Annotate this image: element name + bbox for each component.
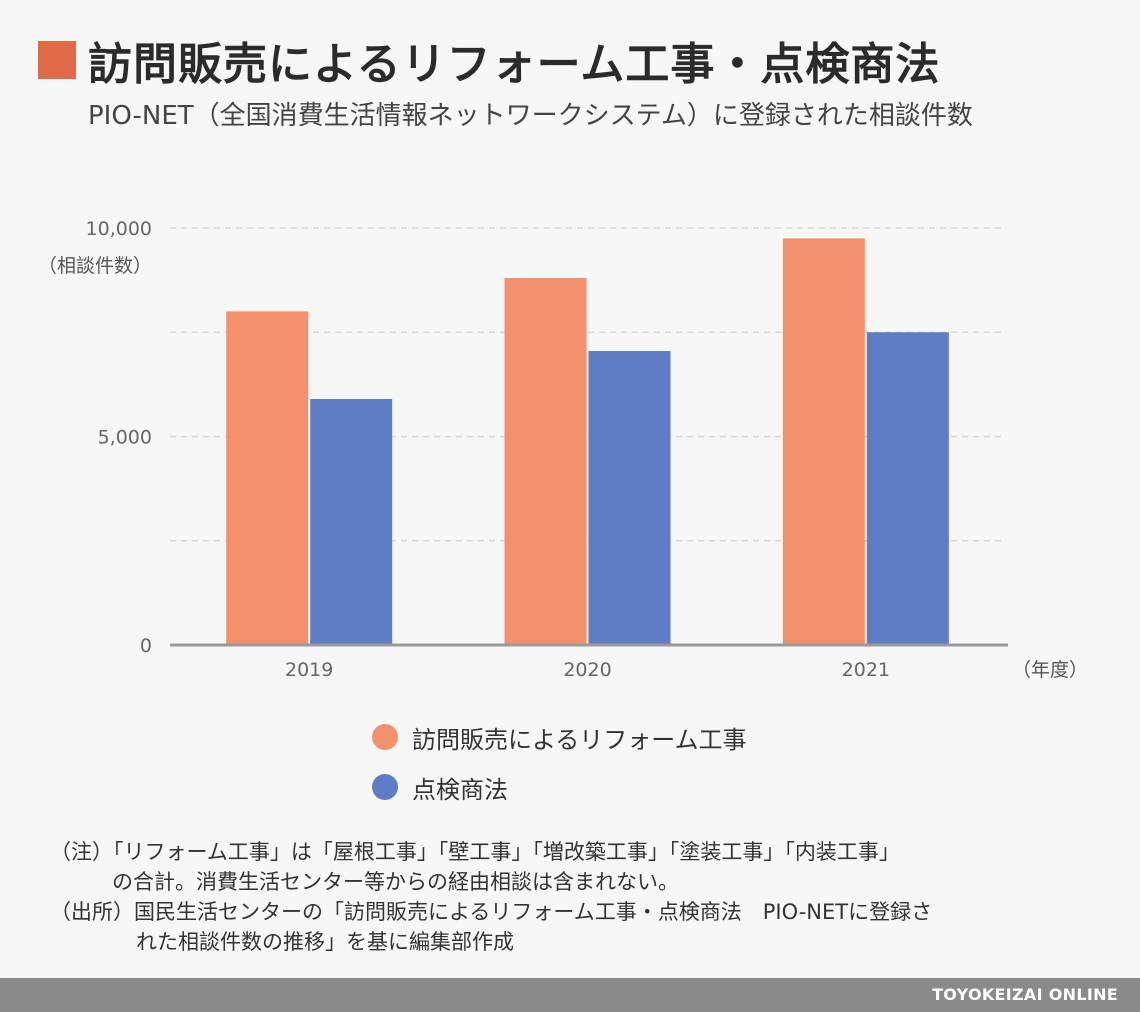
legend-label-remodel: 訪問販売によるリフォーム工事 bbox=[412, 725, 747, 754]
legend-item-remodel: 訪問販売によるリフォーム工事 bbox=[372, 712, 747, 762]
source-line-1: （出所）国民生活センターの「訪問販売によるリフォーム工事・点検商法 PIO-NE… bbox=[50, 900, 933, 924]
source-line-2: れた相談件数の推移」を基に編集部作成 bbox=[136, 930, 514, 954]
legend: 訪問販売によるリフォーム工事 点検商法 bbox=[372, 712, 747, 812]
bar-inspection bbox=[866, 332, 949, 645]
x-tick-label: 2021 bbox=[842, 659, 890, 681]
title-block: 訪問販売によるリフォーム工事・点検商法 bbox=[38, 28, 940, 92]
note-line-1: （注）「リフォーム工事」は「屋根工事」「壁工事」「増改築工事」「塗装工事」「内装… bbox=[50, 840, 900, 864]
legend-label-inspection: 点検商法 bbox=[412, 775, 508, 804]
chart-subtitle: PIO-NET（全国消費生活情報ネットワークシステム）に登録された相談件数 bbox=[88, 101, 973, 131]
x-tick-label: 2019 bbox=[285, 659, 333, 681]
y-axis-label: （相談件数） bbox=[38, 255, 152, 277]
footer-bar: TOYOKEIZAI ONLINE bbox=[0, 978, 1140, 1012]
bar-remodel bbox=[226, 311, 309, 645]
bar-remodel bbox=[504, 278, 587, 645]
legend-swatch-inspection bbox=[372, 774, 398, 800]
bar-inspection bbox=[310, 398, 393, 645]
bar-chart: 0 5,000 10,000 （相談件数） 2019 2020 2021 （年度） bbox=[38, 218, 1088, 681]
bar-remodel bbox=[782, 238, 865, 646]
note-line-2: の合計。消費生活センター等からの経由相談は含まれない。 bbox=[112, 870, 679, 894]
legend-item-inspection: 点検商法 bbox=[372, 762, 747, 812]
y-tick-label: 10,000 bbox=[86, 218, 152, 240]
bar-inspection bbox=[588, 351, 671, 645]
title-marker bbox=[38, 41, 76, 79]
chart-title: 訪問販売によるリフォーム工事・点検商法 bbox=[88, 39, 941, 90]
x-axis-label: （年度） bbox=[1012, 659, 1088, 681]
x-tick-label: 2020 bbox=[563, 659, 611, 681]
footnotes: （注）「リフォーム工事」は「屋根工事」「壁工事」「増改築工事」「塗装工事」「内装… bbox=[50, 837, 932, 957]
brand-logo-text: TOYOKEIZAI ONLINE bbox=[932, 985, 1118, 1004]
legend-swatch-remodel bbox=[372, 724, 398, 750]
y-tick-label: 0 bbox=[140, 635, 152, 657]
y-tick-label: 5,000 bbox=[98, 427, 152, 449]
